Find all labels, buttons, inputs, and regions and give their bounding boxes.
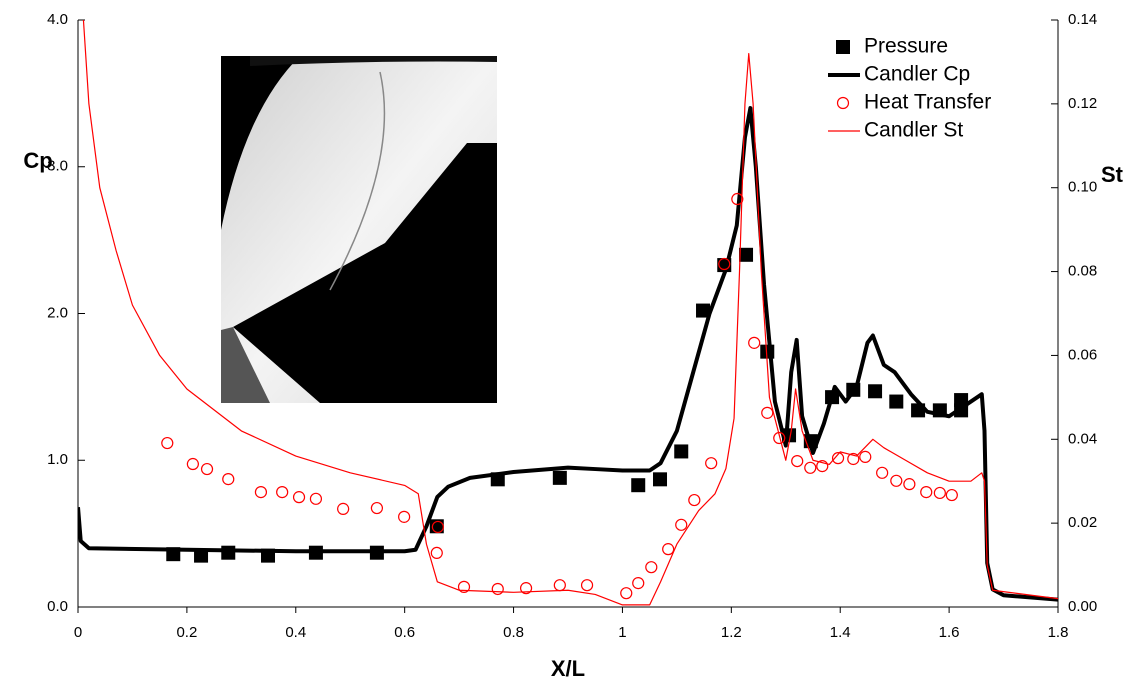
legend-label: Pressure bbox=[864, 35, 948, 58]
circle-marker bbox=[945, 488, 958, 502]
circle-marker bbox=[553, 579, 566, 592]
square-marker bbox=[868, 384, 883, 399]
circle-marker bbox=[705, 457, 718, 470]
square-marker bbox=[674, 444, 689, 459]
circle-marker bbox=[430, 546, 443, 560]
x-tick-label: 0.4 bbox=[285, 624, 306, 641]
y2-tick-label: 0.00 bbox=[1068, 598, 1097, 615]
circle-marker bbox=[457, 580, 471, 593]
series-line bbox=[82, 19, 1058, 606]
circle-marker bbox=[836, 96, 850, 110]
circle-marker bbox=[161, 436, 174, 450]
circle-marker bbox=[431, 520, 444, 534]
x-tick-label: 1.8 bbox=[1048, 624, 1069, 641]
square-marker bbox=[889, 394, 904, 409]
x-tick-label: 0.6 bbox=[394, 624, 415, 641]
y2-tick-label: 0.10 bbox=[1068, 179, 1097, 196]
x-tick-label: 0.8 bbox=[503, 624, 524, 641]
circle-marker bbox=[580, 579, 594, 592]
circle-marker bbox=[847, 452, 860, 466]
y-tick-label: 4.0 bbox=[47, 11, 68, 28]
circle-marker bbox=[718, 257, 731, 271]
x-tick-label: 1.6 bbox=[939, 624, 960, 641]
circle-marker bbox=[731, 192, 744, 206]
y2-tick-label: 0.08 bbox=[1068, 263, 1097, 280]
y-tick-label: 1.0 bbox=[47, 451, 68, 468]
y2-tick-label: 0.14 bbox=[1068, 11, 1097, 28]
legend-label: Heat Transfer bbox=[864, 91, 991, 114]
x-tick-label: 1.2 bbox=[721, 624, 742, 641]
circle-marker bbox=[675, 518, 688, 531]
circle-marker bbox=[491, 582, 504, 596]
y2-axis-label: St bbox=[1101, 162, 1124, 187]
x-axis-label: X/L bbox=[551, 656, 585, 681]
x-tick-label: 0 bbox=[74, 624, 82, 641]
circle-marker bbox=[200, 462, 214, 476]
inset-photo bbox=[221, 56, 497, 403]
square-marker bbox=[194, 548, 209, 563]
circle-marker bbox=[645, 561, 658, 574]
x-tick-label: 1.4 bbox=[830, 624, 851, 641]
y-tick-label: 0.0 bbox=[47, 598, 68, 615]
circle-marker bbox=[254, 486, 268, 499]
circle-marker bbox=[620, 587, 633, 600]
y-axis-label: Cp bbox=[23, 148, 52, 173]
x-tick-label: 1 bbox=[618, 624, 626, 641]
circle-marker bbox=[876, 466, 889, 479]
y2-tick-label: 0.04 bbox=[1068, 430, 1097, 447]
square-marker bbox=[631, 478, 646, 493]
plot-area bbox=[78, 19, 1058, 606]
circle-marker bbox=[519, 582, 533, 595]
circle-marker bbox=[831, 452, 845, 465]
y-tick-label: 3.0 bbox=[47, 158, 68, 175]
square-marker bbox=[221, 545, 236, 560]
y2-tick-label: 0.06 bbox=[1068, 346, 1097, 363]
circle-marker bbox=[370, 501, 383, 515]
circle-marker bbox=[890, 474, 903, 487]
legend-label: Candler St bbox=[864, 119, 963, 142]
y2-tick-label: 0.02 bbox=[1068, 514, 1097, 531]
square-marker bbox=[696, 303, 711, 318]
circle-marker bbox=[186, 457, 199, 471]
circle-marker bbox=[804, 461, 817, 474]
circle-marker bbox=[748, 336, 761, 349]
circle-marker bbox=[920, 486, 933, 499]
square-marker bbox=[739, 247, 754, 262]
circle-marker bbox=[816, 460, 829, 473]
circle-marker bbox=[859, 450, 872, 463]
square-marker bbox=[653, 472, 668, 487]
circle-marker bbox=[903, 478, 916, 491]
legend-label: Candler Cp bbox=[864, 63, 970, 86]
circle-marker bbox=[791, 454, 804, 468]
circle-marker bbox=[222, 473, 235, 486]
circle-marker bbox=[292, 491, 306, 504]
circle-marker bbox=[276, 486, 289, 499]
circle-marker bbox=[398, 510, 411, 523]
square-marker bbox=[552, 470, 567, 485]
y2-tick-label: 0.12 bbox=[1068, 95, 1097, 112]
series-line bbox=[78, 106, 1058, 602]
circle-marker bbox=[773, 431, 786, 445]
circle-marker bbox=[761, 406, 774, 419]
x-tick-label: 0.2 bbox=[176, 624, 197, 641]
circle-marker bbox=[309, 492, 323, 505]
circle-marker bbox=[933, 486, 946, 500]
square-marker bbox=[836, 40, 850, 54]
circle-marker bbox=[337, 502, 350, 515]
circle-marker bbox=[688, 493, 701, 507]
y-tick-label: 2.0 bbox=[47, 304, 68, 321]
circle-marker bbox=[662, 543, 675, 556]
circle-marker bbox=[632, 577, 645, 590]
